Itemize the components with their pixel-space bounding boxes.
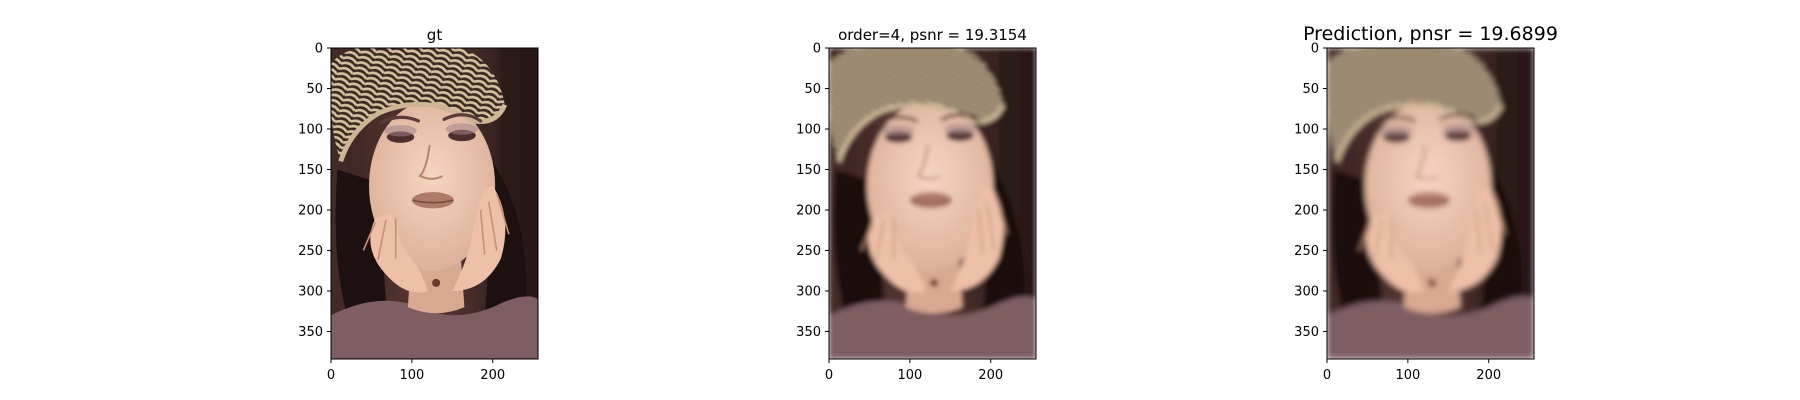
y-tick-label: 200 <box>1294 203 1319 218</box>
portrait-image <box>829 48 1036 359</box>
y-tick-label: 50 <box>1302 82 1319 97</box>
portrait-image <box>331 48 538 359</box>
x-tick-label: 0 <box>327 368 335 383</box>
y-tick-label: 50 <box>804 82 821 97</box>
x-tick-label: 200 <box>1476 368 1501 383</box>
y-tick-label: 350 <box>796 325 821 340</box>
y-tick-label: 350 <box>298 325 323 340</box>
axes-frame <box>330 47 539 360</box>
axes-frame <box>828 47 1037 360</box>
image-panel-2: order=4, psnr = 19.3154 0 50 100 150 200 250 30… <box>796 26 1037 383</box>
y-tick-label: 200 <box>796 203 821 218</box>
x-tick-label: 200 <box>480 368 505 383</box>
y-tick-label: 300 <box>796 284 821 299</box>
panel-title: order=4, psnr = 19.3154 <box>838 26 1027 44</box>
y-tick-label: 200 <box>298 203 323 218</box>
y-tick-label: 300 <box>298 284 323 299</box>
y-tick-label: 100 <box>796 122 821 137</box>
y-tick-label: 250 <box>1294 244 1319 259</box>
x-tick-label: 100 <box>1395 368 1420 383</box>
x-tick-label: 200 <box>978 368 1003 383</box>
y-tick-label: 0 <box>813 42 821 57</box>
y-tick-label: 100 <box>1294 122 1319 137</box>
y-tick-label: 150 <box>298 163 323 178</box>
y-tick-label: 50 <box>306 82 323 97</box>
x-tick-label: 100 <box>399 368 424 383</box>
portrait-image <box>1327 48 1534 359</box>
x-tick-label: 0 <box>1323 368 1331 383</box>
y-tick-label: 150 <box>1294 163 1319 178</box>
y-tick-label: 0 <box>1311 42 1319 57</box>
axes-frame <box>1326 47 1535 360</box>
y-tick-label: 250 <box>298 244 323 259</box>
y-tick-label: 300 <box>1294 284 1319 299</box>
y-tick-label: 350 <box>1294 325 1319 340</box>
y-tick-label: 250 <box>796 244 821 259</box>
y-tick-label: 0 <box>315 42 323 57</box>
image-panel-1: gt 0 50 100 150 200 250 300 350 0 100 200 <box>298 26 539 383</box>
y-tick-label: 150 <box>796 163 821 178</box>
panel-title: Prediction, pnsr = 19.6899 <box>1303 23 1558 45</box>
x-tick-label: 0 <box>825 368 833 383</box>
y-tick-label: 100 <box>298 122 323 137</box>
image-panel-3: Prediction, pnsr = 19.689905010015020025… <box>1294 23 1558 383</box>
x-tick-label: 100 <box>897 368 922 383</box>
panel-title: gt <box>427 26 443 44</box>
